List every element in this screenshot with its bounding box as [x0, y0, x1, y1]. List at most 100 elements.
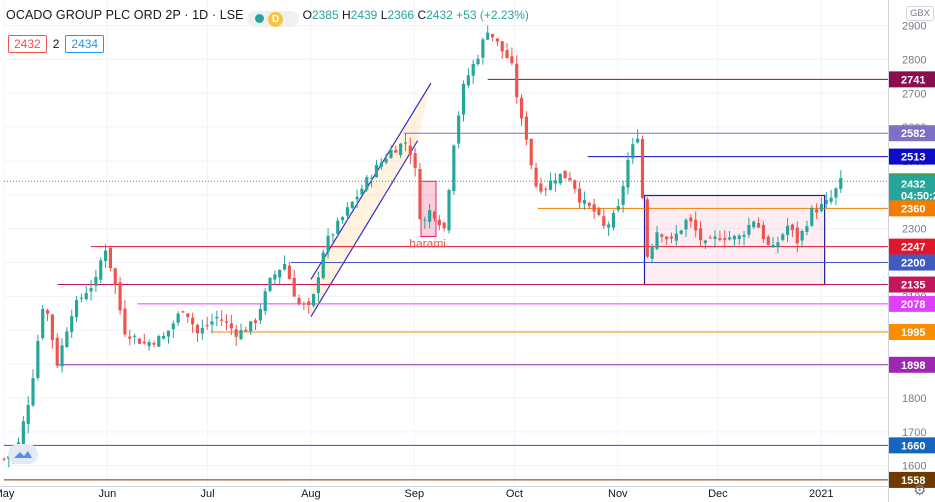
gear-icon[interactable]: ⚙ — [913, 482, 927, 499]
price-label-text: 04:50:2 — [901, 191, 935, 203]
low-value: 2366 — [387, 8, 415, 22]
candle-body — [50, 314, 54, 341]
candle-body — [689, 217, 693, 222]
candle-body — [621, 186, 625, 205]
price-label-bg — [889, 148, 935, 165]
candle-body — [742, 234, 746, 237]
candle-body — [553, 180, 558, 184]
candle-body — [824, 199, 828, 204]
x-tick-label: Jun — [99, 488, 117, 500]
candle-body — [732, 235, 736, 240]
candle-body — [278, 269, 282, 278]
candle-body — [602, 216, 606, 226]
x-tick-label: Nov — [608, 488, 628, 500]
candle-body — [186, 313, 190, 317]
price-label-bg — [889, 71, 935, 88]
candle-body — [694, 219, 698, 231]
close-label: C — [417, 8, 427, 22]
candle-body — [573, 180, 577, 189]
candle-body — [568, 177, 572, 181]
candle-body — [355, 196, 359, 200]
ask-button[interactable]: 2434 — [65, 35, 105, 53]
candle-body — [399, 143, 403, 156]
candle-body — [800, 231, 804, 241]
candle-body — [55, 337, 59, 366]
price-label-bg — [889, 295, 935, 312]
candle-body — [94, 276, 98, 286]
candle-body — [263, 291, 267, 312]
symbol-title[interactable]: OCADO GROUP PLC ORD 2P · 1D · LSE — [6, 8, 244, 22]
candle-body — [253, 320, 258, 323]
candle-body — [578, 188, 582, 203]
currency-badge[interactable]: GBX — [906, 6, 935, 21]
candle-body — [457, 115, 461, 144]
candle-body — [558, 173, 562, 184]
price-label-text: 1898 — [901, 360, 925, 372]
candle-body — [539, 183, 543, 192]
candle-body — [176, 313, 180, 323]
candle-body — [142, 341, 146, 344]
candle-body — [79, 297, 83, 299]
candle-body — [486, 32, 490, 40]
candle-body — [466, 75, 470, 86]
candle-body — [607, 224, 611, 228]
candle-body — [703, 240, 707, 244]
candle-body — [331, 234, 335, 236]
x-tick-label: Oct — [506, 488, 523, 500]
low-label: L — [380, 8, 388, 22]
candle-body — [665, 236, 669, 240]
bid-button[interactable]: 2432 — [8, 35, 47, 53]
candle-body — [795, 227, 799, 244]
candle-body — [766, 236, 770, 245]
visibility-toggle[interactable]: D — [247, 11, 300, 27]
y-tick-label: 1600 — [902, 461, 926, 473]
candle-body — [432, 211, 437, 219]
symbol-legend: OCADO GROUP PLC ORD 2P · 1D · LSE D O238… — [6, 8, 529, 27]
harami-box — [420, 180, 437, 237]
annotation-label: harami — [409, 236, 446, 250]
candle-body — [771, 244, 775, 248]
candle-body — [321, 252, 325, 279]
candle-body — [698, 228, 703, 241]
candle-body — [133, 335, 137, 337]
candle-body — [26, 405, 30, 424]
candle-body — [442, 222, 446, 229]
candle-body — [229, 323, 233, 329]
candle-body — [786, 225, 790, 235]
candle-body — [210, 321, 214, 325]
dividend-badge-icon[interactable]: D — [268, 12, 284, 27]
candle-body — [152, 343, 156, 345]
candle-body — [815, 209, 819, 213]
tradingview-logo-icon[interactable] — [8, 444, 38, 464]
candle-body — [679, 230, 683, 234]
candle-body — [660, 234, 664, 237]
candle-body — [810, 208, 814, 226]
candle-body — [428, 210, 432, 222]
candle-body — [534, 167, 538, 187]
y-tick-label: 2300 — [902, 224, 926, 236]
price-label-bg — [889, 437, 935, 454]
candle-body — [84, 293, 88, 300]
candle-body — [123, 308, 127, 335]
candle-body — [41, 309, 45, 339]
candle-body — [761, 224, 765, 240]
candle-body — [316, 277, 320, 293]
candle-body — [379, 162, 383, 168]
candle-body — [45, 310, 50, 314]
candle-body — [829, 197, 833, 202]
candle-body — [437, 219, 441, 226]
candle-body — [640, 139, 645, 198]
price-label-bg — [889, 471, 935, 488]
candle-body — [345, 207, 350, 216]
candle-body — [708, 237, 712, 239]
candle-body — [408, 145, 412, 155]
candle-body — [674, 233, 678, 241]
candle-body — [103, 250, 108, 261]
price-label-bg — [889, 356, 935, 373]
x-tick-label: Sep — [405, 488, 425, 500]
price-label-bg — [889, 276, 935, 293]
price-label-text: 2360 — [901, 203, 925, 215]
y-tick-label: 1700 — [902, 427, 926, 439]
